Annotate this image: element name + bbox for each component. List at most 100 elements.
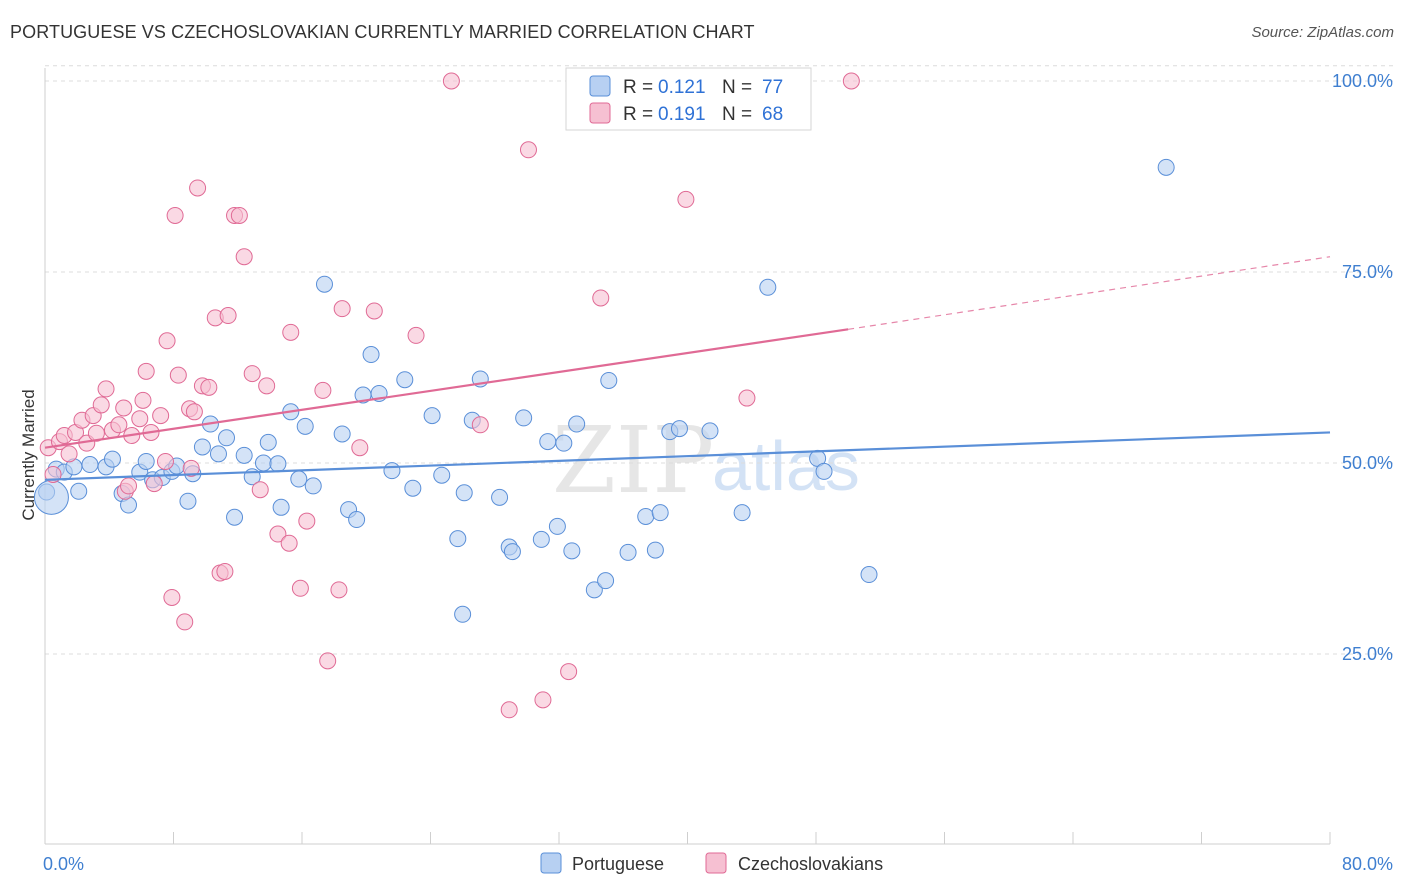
czechoslovakian-point — [500, 701, 518, 719]
czechoslovakian-point — [92, 396, 110, 414]
portuguese-point — [315, 275, 333, 293]
czechoslovakian-point — [185, 403, 203, 421]
series-czechoslovakians — [39, 72, 860, 719]
portuguese-point — [619, 543, 637, 561]
czechoslovakian-point — [471, 416, 489, 434]
axes — [44, 68, 1331, 845]
portuguese-point — [383, 462, 401, 480]
czechoslovakian-point — [534, 691, 552, 709]
czechoslovakian-point — [110, 416, 128, 434]
czechoslovakian-point — [330, 581, 348, 599]
portuguese-point — [296, 417, 314, 435]
portuguese-point — [103, 450, 121, 468]
czechoslovakian-point — [592, 289, 610, 307]
portuguese-point — [1157, 158, 1175, 176]
czechoslovakian-point — [152, 407, 170, 425]
portuguese-point — [449, 530, 467, 548]
portuguese-point — [568, 415, 586, 433]
legend: R = 0.121 N = 77 R = 0.191 N = 68 — [565, 67, 812, 131]
czechoslovakian-point — [163, 588, 181, 606]
portuguese-point — [290, 470, 308, 488]
portuguese-point — [539, 433, 557, 451]
czechoslovakian-point — [182, 459, 200, 477]
czechoslovakian-point — [351, 439, 369, 457]
portuguese-point — [733, 504, 751, 522]
trend-lines — [44, 256, 1331, 481]
czechoslovakian-point — [219, 307, 237, 325]
portuguese-point — [503, 543, 521, 561]
czechoslovakian-point — [115, 399, 133, 417]
portuguese-point — [433, 466, 451, 484]
y-tick-label: 25.0% — [1342, 644, 1393, 664]
x-tick-label: 0.0% — [43, 854, 84, 874]
legend-n-label-1: N = — [722, 77, 752, 98]
portuguese-point — [254, 454, 272, 472]
legend-r-value-1: 0.121 — [658, 77, 706, 98]
legend-n-value-2: 68 — [762, 104, 783, 125]
portuguese-point — [532, 530, 550, 548]
bottom-legend: Portuguese Czechoslovakians — [540, 852, 883, 874]
y-tick-label: 50.0% — [1342, 453, 1393, 473]
czechoslovakian-point — [333, 300, 351, 318]
portuguese-point — [455, 484, 473, 502]
czechoslovakian-point — [120, 477, 138, 495]
portuguese-point — [491, 488, 509, 506]
czechoslovakian-point — [519, 141, 537, 159]
czechoslovakian-point — [176, 613, 194, 631]
y-tick-labels: 25.0% 50.0% 75.0% 100.0% — [1332, 71, 1393, 664]
watermark-atlas: atlas — [712, 427, 860, 505]
czechoslovakian-point — [97, 380, 115, 398]
czechoslovakian-point — [842, 72, 860, 90]
czechoslovakian-point — [365, 302, 383, 320]
portuguese-point — [333, 425, 351, 443]
czechoslovakian-point — [134, 391, 152, 409]
y-tick-label: 75.0% — [1342, 262, 1393, 282]
bottom-legend-portuguese: Portuguese — [572, 854, 664, 874]
czechoslovakian-point — [169, 366, 187, 384]
portuguese-point — [454, 605, 472, 623]
portuguese-point — [218, 429, 236, 447]
portuguese-point — [235, 446, 253, 464]
czechoslovakian-point — [319, 652, 337, 670]
czechoslovakian-point — [291, 579, 309, 597]
portuguese-point — [81, 456, 99, 474]
czechoslovakian-point — [251, 481, 269, 499]
portuguese-point — [701, 422, 719, 440]
portuguese-point — [304, 477, 322, 495]
legend-swatch-portuguese — [589, 75, 611, 97]
czechoslovakian-point — [314, 381, 332, 399]
portuguese-point — [555, 434, 573, 452]
portuguese-point — [646, 541, 664, 559]
legend-r-value-2: 0.191 — [658, 104, 706, 125]
source-credit: Source: ZipAtlas.com — [1251, 24, 1394, 41]
portuguese-point — [269, 455, 287, 473]
czechoslovakian-point — [230, 206, 248, 224]
portuguese-trend-line — [44, 431, 1331, 481]
gridlines — [45, 65, 1395, 655]
bottom-legend-czechoslovakians: Czechoslovakians — [738, 854, 883, 874]
czechoslovakian-point — [677, 190, 695, 208]
portuguese-point — [637, 507, 655, 525]
portuguese-point — [70, 482, 88, 500]
czechoslovakian-point — [738, 389, 756, 407]
czechoslovakian-point — [258, 377, 276, 395]
czechoslovakian-point — [158, 332, 176, 350]
y-axis-label: Currently Married — [19, 389, 38, 520]
czechoslovakian-point — [243, 365, 261, 383]
legend-swatch-czechoslovakians — [589, 102, 611, 124]
legend-r-label-2: R = — [623, 104, 653, 125]
x-tick-label: 80.0% — [1342, 854, 1393, 874]
czechoslovakian-point — [269, 525, 287, 543]
portuguese-point — [759, 278, 777, 296]
portuguese-point — [137, 452, 155, 470]
portuguese-point — [259, 433, 277, 451]
portuguese-point — [548, 517, 566, 535]
portuguese-point — [860, 566, 878, 584]
portuguese-point — [193, 438, 211, 456]
czechoslovakian-point — [200, 378, 218, 396]
czechoslovakian-point — [442, 72, 460, 90]
czechoslovakian-point — [235, 248, 253, 266]
portuguese-point — [670, 420, 688, 438]
czechoslovakian-point — [137, 362, 155, 380]
series-portuguese — [33, 158, 1175, 623]
